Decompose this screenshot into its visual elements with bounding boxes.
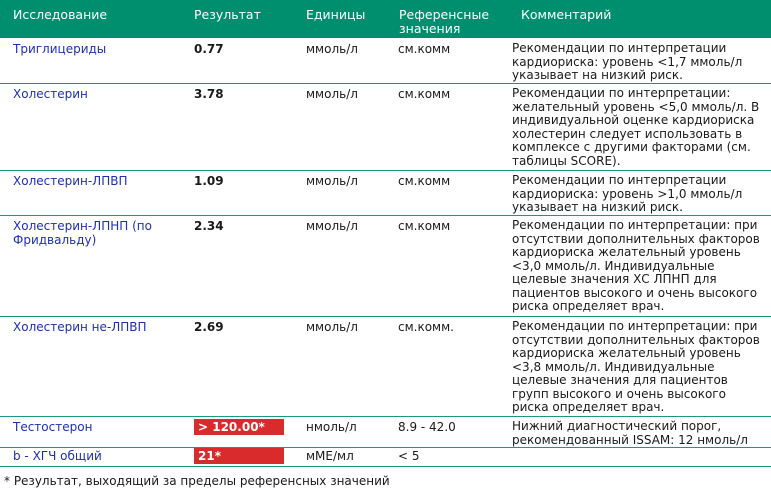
test-reference: 8.9 - 42.0 [398,420,456,434]
table-row: Холестерин-ЛПВП 1.09 ммоль/л см.комм Рек… [0,170,771,216]
table-header: Исследование Результат Единицы Референсн… [0,0,771,38]
test-name: Холестерин-ЛПВП [13,174,128,188]
test-reference: см.комм [398,219,451,233]
table-row: Холестерин-ЛПНП (по Фридвальду) 2.34 ммо… [0,215,771,317]
test-result: 0.77 [194,42,224,56]
test-units: мМЕ/мл [306,449,354,463]
test-result: 1.09 [194,174,224,188]
table-row: b - ХГЧ общий 21* мМЕ/мл < 5 [0,447,771,467]
test-comment: Рекомендации по интерпретации: при отсут… [512,319,760,414]
test-units: ммоль/л [306,320,358,334]
test-reference: см.комм. [398,320,454,334]
test-result: 3.78 [194,87,224,101]
header-test: Исследование [13,7,108,22]
test-name: Холестерин-ЛПНП (по Фридвальду) [13,219,152,247]
test-name: Холестерин [13,87,88,101]
header-result: Результат [194,7,261,22]
test-comment: Нижний диагностический порог, рекомендов… [512,419,748,447]
test-comment: Рекомендации по интерпретации: желательн… [512,86,760,168]
header-units: Единицы [306,7,366,22]
header-ref: Референсные значения [399,7,490,36]
test-units: ммоль/л [306,174,358,188]
header-comment: Комментарий [521,7,612,22]
footnote: * Результат, выходящий за пределы рефере… [4,474,390,488]
test-result: 2.34 [194,219,224,233]
table-row: Тестостерон > 120.00* нмоль/л 8.9 - 42.0… [0,416,771,448]
table-row: Холестерин не-ЛПВП 2.69 ммоль/л см.комм.… [0,316,771,417]
test-name: Холестерин не-ЛПВП [13,320,147,334]
test-reference: см.комм [398,174,451,188]
test-name: b - ХГЧ общий [13,449,102,463]
test-units: ммоль/л [306,219,358,233]
test-units: ммоль/л [306,42,358,56]
table-row: Триглицериды 0.77 ммоль/л см.комм Рекоме… [0,38,771,84]
test-name: Триглицериды [13,42,107,56]
test-name: Тестостерон [13,420,93,434]
test-units: ммоль/л [306,87,358,101]
test-units: нмоль/л [306,420,357,434]
test-comment: Рекомендации по интерпретации: при отсут… [512,218,760,313]
test-reference: см.комм [398,87,451,101]
test-comment: Рекомендации по интерпретации кардиориск… [512,173,743,214]
test-reference: < 5 [398,449,420,463]
test-result: 2.69 [194,320,224,334]
test-reference: см.комм [398,42,451,56]
flagged-result: > 120.00* [194,419,284,435]
flagged-result: 21* [194,448,284,464]
table-row: Холестерин 3.78 ммоль/л см.комм Рекоменд… [0,83,771,171]
test-comment: Рекомендации по интерпретации кардиориск… [512,41,743,82]
